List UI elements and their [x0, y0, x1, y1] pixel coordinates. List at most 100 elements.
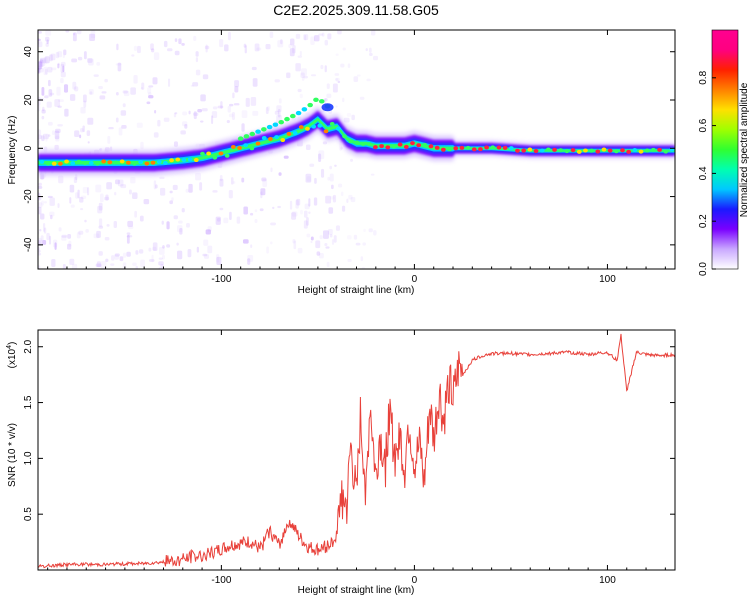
noise-speckle — [301, 68, 307, 76]
noise-speckle — [350, 158, 354, 162]
noise-speckle — [52, 239, 58, 248]
noise-speckle — [316, 251, 321, 256]
noise-speckle — [323, 98, 327, 105]
noise-speckle — [148, 247, 152, 252]
noise-speckle — [211, 115, 214, 125]
noise-speckle — [69, 197, 72, 204]
noise-speckle — [89, 91, 93, 95]
noise-speckle — [38, 65, 41, 74]
heatmap-peak-blob — [321, 103, 334, 112]
noise-speckle — [195, 51, 199, 57]
noise-speckle — [115, 92, 119, 96]
snr-ytick-label: 0.5 — [23, 507, 34, 521]
noise-speckle — [166, 221, 170, 230]
heatmap-ridge-point — [657, 147, 662, 152]
noise-speckle — [346, 198, 349, 203]
noise-speckle — [193, 111, 197, 120]
heatmap-ridge-point — [663, 149, 669, 154]
noise-speckle — [342, 47, 346, 51]
noise-speckle — [40, 58, 46, 67]
noise-speckle — [188, 183, 193, 193]
heatmap-ridge-point — [515, 148, 520, 153]
noise-speckle — [327, 229, 333, 235]
noise-speckle — [277, 40, 284, 48]
heatmap-ridge-point — [354, 140, 360, 145]
noise-speckle — [326, 83, 330, 89]
noise-speckle — [305, 144, 311, 151]
noise-speckle — [190, 84, 194, 87]
noise-speckle — [363, 228, 366, 233]
noise-speckle — [181, 42, 185, 46]
heatmap-ridge-point — [471, 147, 477, 152]
noise-speckle — [43, 66, 48, 76]
noise-speckle — [48, 89, 53, 97]
noise-speckle — [233, 103, 240, 106]
heatmap-ridge-point — [301, 107, 308, 112]
noise-speckle — [177, 225, 183, 233]
heatmap-ridge-point — [496, 145, 502, 150]
noise-speckle — [42, 133, 49, 140]
noise-speckle — [117, 179, 124, 187]
noise-speckle — [67, 243, 72, 250]
noise-speckle — [205, 229, 211, 235]
noise-speckle — [132, 262, 137, 266]
heatmap-ridge-point — [508, 146, 514, 151]
figure-title: C2E2.2025.309.11.58.G05 — [273, 2, 439, 18]
noise-speckle — [68, 240, 72, 247]
noise-speckle — [38, 237, 42, 247]
heatmap-ridge-point — [119, 159, 125, 164]
noise-speckle — [278, 172, 282, 176]
noise-speckle — [195, 57, 199, 63]
noise-speckle — [308, 198, 311, 207]
noise-speckle — [167, 78, 171, 87]
noise-speckle — [80, 106, 86, 114]
heatmap-ridge-point — [484, 145, 490, 150]
noise-speckle — [276, 105, 282, 112]
noise-speckle — [353, 76, 359, 82]
noise-speckle — [303, 210, 308, 218]
noise-speckle — [318, 153, 322, 162]
heatmap-ridge-point — [385, 145, 391, 150]
colorbar-frame — [711, 29, 739, 270]
noise-speckle — [95, 263, 102, 267]
noise-speckle — [188, 110, 191, 115]
noise-speckle — [93, 233, 100, 239]
noise-speckle — [310, 236, 314, 241]
noise-speckle — [98, 225, 104, 229]
noise-speckle — [162, 245, 165, 249]
noise-speckle — [174, 50, 180, 56]
noise-speckle — [320, 64, 324, 70]
heatmap-ridge-point — [144, 161, 150, 166]
noise-speckle — [291, 211, 298, 217]
noise-speckle — [76, 232, 81, 239]
noise-speckle — [51, 258, 56, 268]
noise-speckle — [38, 61, 43, 70]
noise-speckle — [57, 203, 60, 208]
noise-speckle — [370, 173, 375, 176]
noise-speckle — [321, 32, 325, 37]
noise-speckle — [104, 78, 108, 83]
heatmap-ridge-point — [163, 160, 168, 165]
heatmap-ridge-point — [181, 157, 187, 162]
svg-text:(x104): (x104) — [6, 342, 18, 369]
noise-speckle — [172, 184, 178, 190]
noise-speckle — [309, 163, 315, 167]
heatmap-ridge-point — [200, 151, 205, 156]
heatmap-ridge-point — [45, 161, 51, 166]
noise-speckle — [219, 207, 224, 211]
noise-speckle — [241, 123, 245, 132]
heatmap-ridge-point — [243, 134, 250, 139]
heatmap-ridge-point — [410, 141, 415, 146]
noise-speckle — [347, 259, 352, 262]
noise-speckle — [304, 203, 310, 210]
noise-speckle — [318, 33, 323, 36]
colorbar-ticks: 0.0 0.2 0.4 0.6 0.8 — [698, 29, 739, 276]
noise-speckle — [177, 250, 183, 260]
noise-speckle — [45, 36, 50, 42]
noise-speckle — [337, 80, 341, 84]
noise-speckle — [278, 98, 282, 104]
noise-speckle — [219, 175, 223, 182]
noise-speckle — [151, 48, 155, 53]
snr-scale-prefix: (x10 — [7, 348, 18, 368]
noise-speckle — [303, 34, 309, 41]
